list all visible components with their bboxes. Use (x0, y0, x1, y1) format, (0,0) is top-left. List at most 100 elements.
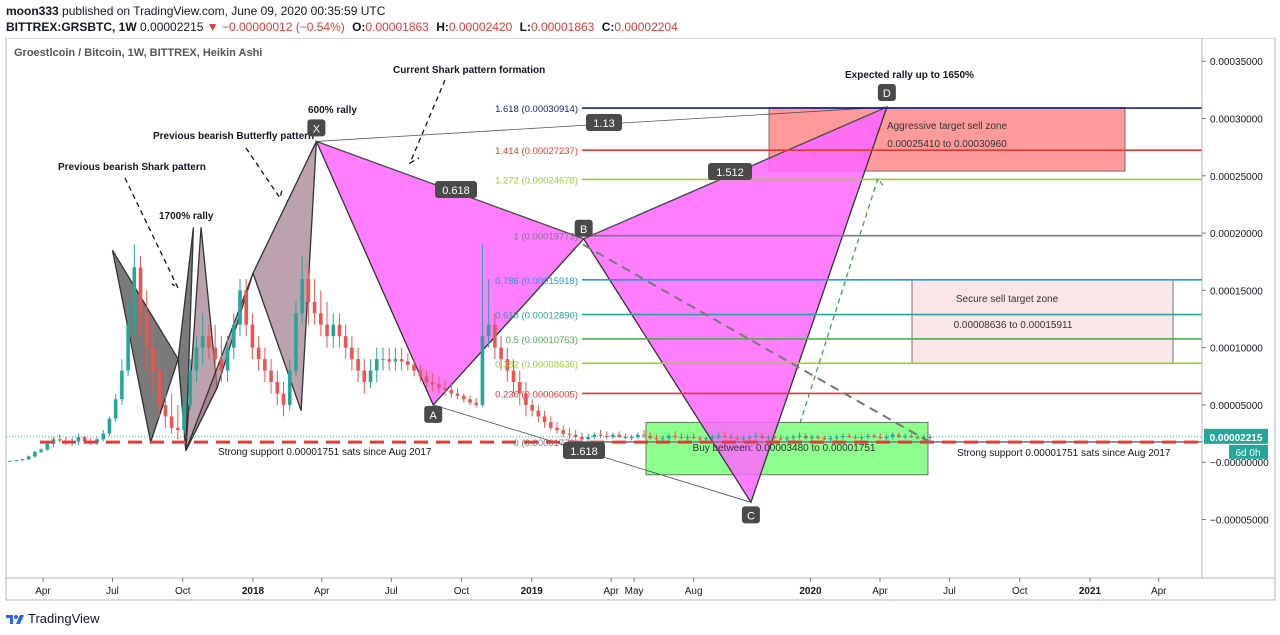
candle-body (231, 324, 236, 348)
point-c-text: C (747, 510, 755, 522)
ratio-1618-text: 1.618 (570, 446, 598, 458)
annotation-prev-shark: Previous bearish Shark pattern (58, 162, 206, 173)
point-d-bg (877, 84, 896, 102)
publish-info: published on TradingView.com, June 09, 2… (62, 4, 386, 18)
candle-body (499, 347, 503, 360)
candle-body (182, 404, 186, 431)
candle-body (418, 370, 423, 377)
candle-body (120, 370, 124, 400)
time-tick-label: 2021 (1079, 586, 1102, 597)
candle-body (269, 370, 273, 383)
point-a-text: A (430, 410, 438, 422)
candle-body (505, 359, 510, 371)
candle-body (144, 313, 149, 348)
candle-body (381, 359, 385, 361)
candle-body (592, 434, 597, 438)
candle-body (704, 438, 709, 440)
price-tick-label: −0.00000000 (1210, 458, 1269, 469)
candle-body (561, 430, 566, 434)
candle-body (76, 437, 81, 442)
candle-body (629, 437, 634, 439)
candle-body (611, 434, 615, 438)
candle-body (803, 435, 808, 439)
candle-body (524, 393, 528, 405)
candle-body (903, 435, 907, 438)
candle-body (779, 438, 783, 440)
point-a-bg (424, 405, 443, 423)
candle-body (213, 347, 217, 360)
ohlc-line: BITTREX:GRSBTC, 1W 0.00002215 ▼ −0.00000… (6, 20, 678, 34)
candle-body (8, 460, 12, 462)
candle-body (250, 324, 255, 348)
candle-body (126, 324, 130, 371)
ratio-1512: 1.512 (708, 163, 752, 180)
candle-body (897, 434, 901, 438)
candle-body (350, 347, 354, 360)
annotation-600-rally: 600% rally (308, 105, 357, 116)
ratio-113: 1.13 (586, 114, 622, 131)
time-tick-label: Oct (454, 586, 470, 597)
candle-body (598, 434, 603, 436)
publisher-name[interactable]: moon333 (6, 4, 59, 18)
candle-body (642, 434, 646, 436)
candle-body (878, 437, 883, 439)
candle-body (741, 438, 746, 440)
butterfly-pointer (245, 147, 283, 200)
candle-body (536, 410, 541, 417)
point-b-text: B (580, 224, 587, 236)
ratio-1618-bg (563, 442, 605, 459)
low-key: L: (519, 20, 531, 34)
ratio-1512-text: 1.512 (716, 167, 744, 179)
candle-body (319, 313, 323, 325)
price-chart[interactable]: 1.618 (0.00030914) 1.414 (0.00027237) 1.27… (0, 38, 1280, 608)
price-tick-label: 0.00010000 (1210, 344, 1263, 355)
time-tick-label: 2020 (799, 586, 822, 597)
point-c: C (741, 506, 760, 524)
footer-brand[interactable]: TradingView (6, 611, 100, 626)
candle-body (729, 437, 733, 439)
time-tick-label: Jul (106, 586, 119, 597)
candle-body (163, 404, 168, 417)
candle-body (517, 382, 522, 394)
candle-body (493, 324, 497, 348)
ratio-0618: 0.618 (435, 181, 477, 198)
candle-body (474, 402, 479, 405)
candle-body (424, 376, 429, 383)
time-tick-label: Oct (1012, 586, 1028, 597)
last-price-badge: 0.00002215 (1204, 428, 1268, 444)
ratio-113-text: 1.13 (593, 118, 614, 130)
tradingview-logo-icon (6, 613, 24, 625)
candle-body (107, 418, 112, 434)
candle-body (716, 435, 721, 438)
candle-body (455, 393, 460, 396)
candle-body (244, 290, 249, 325)
price-tick-label: −0.00005000 (1210, 516, 1269, 527)
candle-body (281, 393, 286, 405)
candle-body (151, 347, 155, 371)
candle-body (169, 416, 174, 428)
point-d: D (877, 84, 896, 102)
candle-body (26, 456, 31, 460)
candle-body (698, 438, 702, 440)
candle-body (113, 399, 118, 419)
candle-body (890, 434, 895, 438)
candle-body (834, 437, 839, 439)
candle-body (325, 324, 329, 337)
secure-zone-title: Secure sell target zone (956, 294, 1059, 305)
candle-body (200, 336, 205, 348)
candle-body (791, 437, 796, 439)
candle-body (194, 347, 199, 371)
price-change: ▼ −0.00000012 (−0.54%) (206, 20, 345, 34)
high-key: H: (436, 20, 449, 34)
secure-zone-range: 0.00008636 to 0.00015911 (954, 320, 1073, 331)
bar-timer-badge: 6d 0h (1229, 444, 1268, 459)
candle-body (275, 382, 280, 394)
shark-pointer (124, 177, 180, 290)
candle-body (816, 437, 820, 439)
candle-body (617, 434, 621, 438)
symbol-label: BITTREX:GRSBTC, 1W (6, 20, 137, 34)
candle-body (586, 437, 590, 440)
candle-body (847, 435, 851, 438)
candle-body (859, 437, 864, 439)
candle-body (872, 435, 876, 438)
